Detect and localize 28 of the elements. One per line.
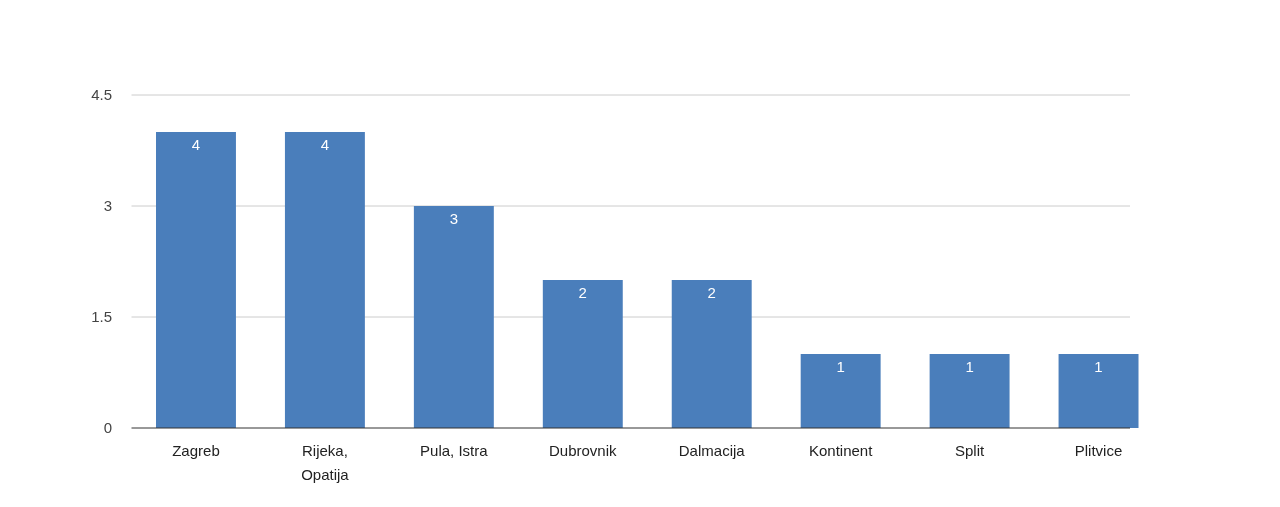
- x-tick-label: Pula, Istra: [420, 442, 489, 459]
- x-tick-label: Zagreb: [172, 442, 220, 459]
- x-tick-label: Dubrovnik: [549, 442, 618, 459]
- x-tick-label: Rijeka, Opatija: [301, 442, 350, 483]
- data-label: 1: [1094, 358, 1103, 375]
- x-tick-label: Split: [955, 442, 986, 459]
- bar: [542, 280, 623, 428]
- data-label: 4: [320, 136, 330, 153]
- data-label: 2: [578, 284, 587, 301]
- bar: [1058, 354, 1139, 428]
- x-tick-label: Dalmacija: [678, 442, 746, 459]
- data-label: 4: [191, 136, 201, 153]
- x-tick-label: Kontinent: [808, 442, 874, 459]
- data-label: 1: [836, 358, 845, 375]
- y-tick-label: 1.5: [91, 308, 112, 325]
- data-label: 2: [707, 284, 716, 301]
- bar: [929, 354, 1010, 428]
- y-tick-label: 0: [103, 419, 112, 436]
- data-label: 1: [965, 358, 974, 375]
- y-tick-label: 4.5: [91, 86, 112, 103]
- bar: [284, 132, 365, 428]
- bar: [800, 354, 881, 428]
- y-tick-label: 3: [103, 197, 112, 214]
- bar: [671, 280, 752, 428]
- bar: [413, 206, 494, 428]
- data-label: 3: [449, 210, 459, 227]
- bar: [156, 132, 236, 428]
- x-tick-label: Plitvice: [1074, 442, 1123, 459]
